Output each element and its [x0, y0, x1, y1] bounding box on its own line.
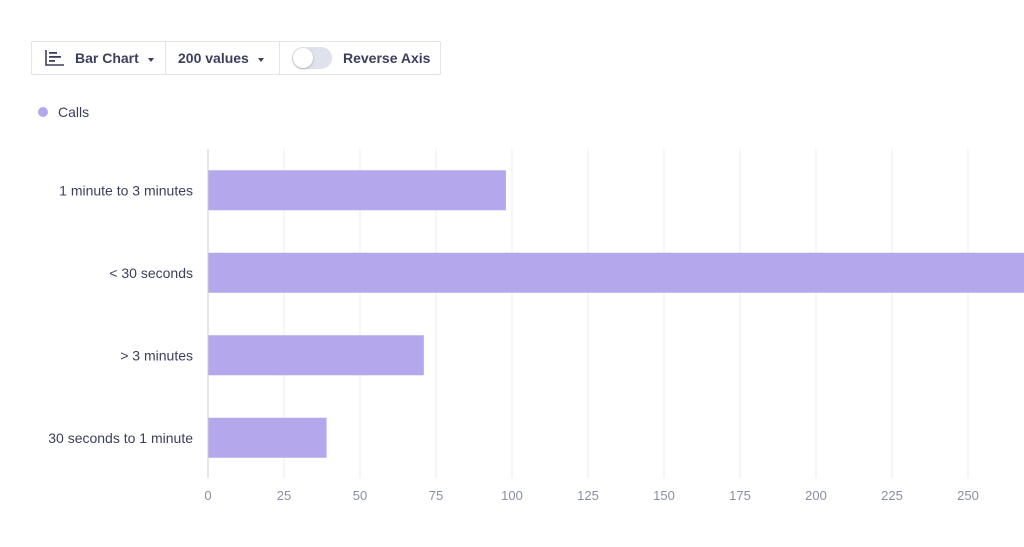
x-tick-label: 175	[729, 488, 751, 503]
x-tick-label: 50	[353, 488, 367, 503]
y-category-label: 1 minute to 3 minutes	[59, 182, 193, 198]
bar	[208, 252, 1024, 293]
bar-chart-icon	[45, 50, 64, 66]
x-tick-label: 200	[805, 488, 827, 503]
x-tick-label: 150	[653, 488, 675, 503]
x-tick-label: 225	[881, 488, 903, 503]
legend-swatch	[38, 107, 48, 117]
reverse-axis-control[interactable]: Reverse Axis	[280, 42, 440, 74]
x-tick-label: 100	[501, 488, 523, 503]
bar	[208, 335, 424, 376]
chart-type-label: Bar Chart	[75, 50, 139, 66]
x-tick-label: 0	[204, 488, 211, 503]
x-tick-label: 250	[957, 488, 979, 503]
bar	[208, 417, 327, 458]
chart-type-dropdown[interactable]: Bar Chart	[32, 42, 166, 74]
values-count-label: 200 values	[178, 50, 249, 66]
reverse-axis-label: Reverse Axis	[343, 50, 431, 66]
y-category-label: > 3 minutes	[120, 347, 193, 363]
y-category-label: 30 seconds to 1 minute	[48, 430, 193, 446]
x-tick-label: 125	[577, 488, 599, 503]
chevron-down-icon	[257, 57, 264, 62]
reverse-axis-toggle[interactable]	[292, 47, 332, 69]
y-category-label: < 30 seconds	[109, 265, 193, 281]
x-tick-label: 75	[429, 488, 443, 503]
bar	[208, 170, 506, 211]
chart-legend: Calls	[38, 104, 89, 120]
chevron-down-icon	[147, 57, 154, 62]
x-tick-label: 25	[277, 488, 291, 503]
values-count-dropdown[interactable]: 200 values	[166, 42, 280, 74]
legend-label: Calls	[58, 104, 90, 120]
chart-toolbar: Bar Chart 200 values Reverse Axis	[31, 41, 441, 75]
